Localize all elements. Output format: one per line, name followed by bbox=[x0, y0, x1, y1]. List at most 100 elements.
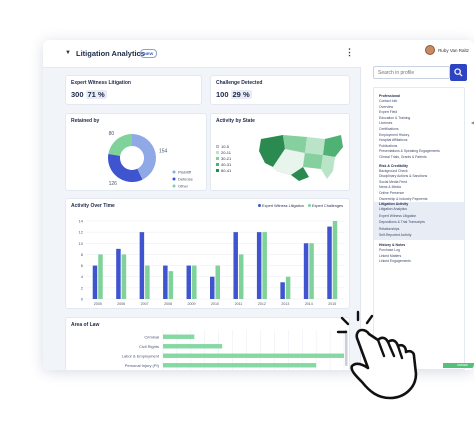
legend-dot bbox=[172, 170, 176, 174]
nav-item[interactable]: Contact Info bbox=[379, 99, 398, 103]
kpi-label: Challenge Detected bbox=[216, 80, 263, 86]
bar-challenges bbox=[215, 265, 220, 299]
nav-item[interactable]: Publications bbox=[379, 143, 398, 148]
category-label: Civil Rights bbox=[139, 344, 159, 349]
legend-dot bbox=[172, 184, 176, 188]
kpi-label: Expert Witness Litigation bbox=[71, 80, 131, 86]
scroll-arrow-icon[interactable]: ◀ bbox=[470, 120, 474, 125]
bar-challenges bbox=[145, 265, 150, 299]
bar-litigation bbox=[92, 265, 98, 299]
bar-challenges bbox=[285, 276, 291, 299]
app-window: ▼ Litigation Analytics NEW ⋮ Expert Witn… bbox=[43, 40, 474, 370]
area-of-law-card: Area of Law 0 2 4 6 8 10 12 14 16 18 20 22 24 26 Crimi… bbox=[65, 317, 350, 370]
nav-item[interactable]: Licenses bbox=[379, 121, 393, 126]
kpi-card-expert-witness[interactable]: Expert Witness Litigation 300 71 % bbox=[65, 75, 202, 105]
x-tick-label: 2012 bbox=[258, 302, 266, 306]
us-map bbox=[259, 135, 343, 181]
category-label: Criminal bbox=[144, 334, 159, 339]
profile-nav: Professional Contact Info Overview Expert F… bbox=[373, 87, 465, 370]
nav-item[interactable]: Linked Matters bbox=[379, 253, 402, 258]
activity-by-state-card: Activity by State 10-5 20-11 30-21 40-31… bbox=[210, 113, 350, 191]
card-title: Area of Law bbox=[71, 322, 100, 328]
nav-item[interactable]: Certifications bbox=[379, 126, 399, 131]
card-title: Activity Over Time bbox=[71, 203, 115, 209]
legend-dot bbox=[307, 204, 311, 207]
nav-item[interactable]: Expert Field bbox=[379, 110, 398, 115]
user-chip[interactable]: Ruby Van Raltz bbox=[425, 45, 469, 55]
donut-slice bbox=[108, 134, 132, 156]
y-tick-label: 12 bbox=[79, 230, 84, 235]
kpi-card-challenge[interactable]: Challenge Detected 100 29 % bbox=[210, 75, 350, 105]
nav-item[interactable]: Hospital Affiliations bbox=[379, 138, 408, 143]
bar-challenges bbox=[168, 271, 174, 299]
panel-header: ▼ Litigation Analytics NEW ⋮ bbox=[43, 40, 361, 68]
x-tick-label: 2015 bbox=[328, 302, 336, 306]
x-tick-label: 2013 bbox=[281, 302, 289, 306]
card-title: Activity by State bbox=[216, 118, 255, 124]
x-tick-label: 2007 bbox=[141, 302, 149, 306]
nav-item[interactable]: Clinical Trials, Grants & Patents bbox=[379, 154, 427, 159]
nav-item[interactable]: Ownership & Industry Payments bbox=[379, 196, 428, 201]
bar-litigation bbox=[280, 282, 285, 299]
legend-label: Other bbox=[178, 184, 189, 189]
nav-item[interactable]: Expert Witness Litigation bbox=[374, 213, 464, 221]
activity-over-time-card: Activity Over Time Expert Witness Litiga… bbox=[65, 198, 350, 309]
law-bar bbox=[163, 344, 223, 349]
nav-item[interactable]: News & Media bbox=[379, 185, 401, 190]
nav-group-title: Professional bbox=[379, 94, 401, 98]
legend-dot bbox=[257, 204, 261, 207]
bar-litigation bbox=[163, 265, 168, 299]
nav-item[interactable]: Linked Engagements bbox=[379, 259, 411, 264]
x-tick-label: 2011 bbox=[235, 302, 243, 306]
x-tick-label: 2006 bbox=[117, 302, 125, 306]
nav-item[interactable]: Depositions & Trial Transcripts bbox=[374, 220, 464, 227]
bar-litigation bbox=[233, 232, 238, 299]
nav-item[interactable]: Overview bbox=[379, 104, 394, 109]
bar-challenges bbox=[98, 254, 103, 299]
bar-litigation bbox=[210, 276, 215, 299]
pointer-hand-icon bbox=[336, 310, 418, 400]
nav-item[interactable]: Social Media Feed bbox=[379, 179, 408, 184]
legend-item: 60-41 bbox=[216, 168, 231, 174]
retained-donut-chart: 154 126 80 Plaintiff Defense Other bbox=[108, 131, 194, 189]
nav-item[interactable]: Presentations & Speaking Engagements bbox=[379, 149, 440, 154]
x-tick-label: 2010 bbox=[211, 302, 219, 306]
bar-challenges bbox=[121, 254, 127, 299]
search-button[interactable] bbox=[450, 64, 467, 81]
bar-challenges bbox=[309, 243, 314, 299]
chevron-down-icon[interactable]: ▼ bbox=[65, 50, 71, 56]
legend-label: Expert Challenges bbox=[311, 204, 343, 208]
nav-item[interactable]: Disciplinary Actions & Sanctions bbox=[379, 174, 428, 179]
bar-litigation bbox=[256, 232, 262, 299]
card-title: Retained by bbox=[71, 118, 100, 124]
nav-item[interactable]: Education & Training bbox=[379, 115, 411, 120]
bar-litigation bbox=[139, 232, 145, 299]
nav-item[interactable]: Litigation Analytics bbox=[374, 207, 464, 214]
retained-by-card: Retained by 154 126 80 Plaintiff Defense Othe… bbox=[65, 113, 207, 191]
bar-challenges bbox=[332, 221, 338, 299]
activity-bar-chart: 0 2 4 6 8 10 12 14 2005 2006 2007 2008 2009 2010 2011 2… bbox=[79, 219, 344, 306]
search-icon bbox=[454, 68, 463, 77]
y-tick-label: 10 bbox=[79, 241, 84, 246]
bar-litigation bbox=[327, 226, 332, 299]
more-options-icon[interactable]: ⋮ bbox=[345, 47, 354, 57]
nav-item[interactable]: Purchase Log bbox=[379, 248, 400, 253]
user-name: Ruby Van Raltz bbox=[438, 47, 469, 53]
nav-item[interactable]: Background Check bbox=[379, 168, 408, 173]
search-input[interactable] bbox=[373, 66, 450, 79]
nav-item[interactable]: Self-Reported Activity bbox=[374, 233, 464, 241]
order-button[interactable]: ORDER bbox=[443, 363, 474, 368]
legend-item: 30-21 bbox=[216, 156, 231, 162]
bar-challenges bbox=[262, 232, 267, 299]
legend-item: 20-11 bbox=[216, 150, 231, 156]
category-label: Labor & Employment bbox=[122, 353, 160, 358]
chart-legend: Expert Witness Litigation Expert Challen… bbox=[257, 204, 343, 208]
bar-challenges bbox=[238, 254, 244, 299]
law-bar bbox=[163, 353, 344, 358]
nav-item[interactable]: Relationships bbox=[374, 226, 464, 234]
bar-litigation bbox=[116, 248, 121, 299]
nav-item[interactable]: Employment History bbox=[379, 132, 410, 137]
kpi-count: 100 bbox=[216, 90, 229, 99]
slice-value-label: 126 bbox=[109, 181, 118, 187]
nav-item[interactable]: Online Presence bbox=[379, 190, 405, 195]
